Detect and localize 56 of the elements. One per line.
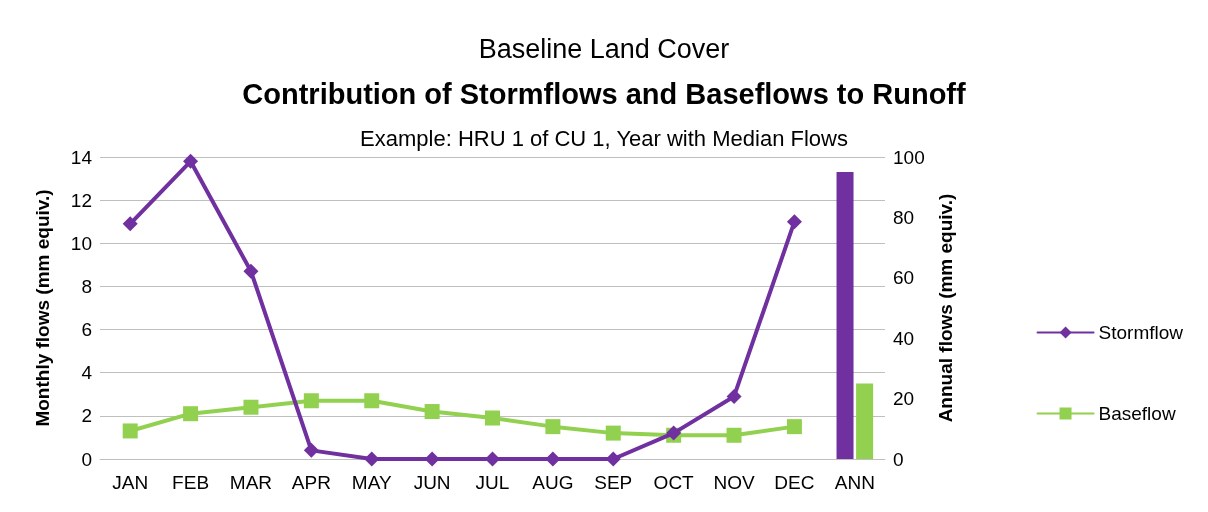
y2-tick-label: 80 — [893, 206, 915, 228]
point — [485, 451, 500, 467]
text: Baseline Land Cover — [478, 33, 730, 64]
point — [485, 410, 500, 426]
x-tick-label: MAR — [229, 472, 273, 493]
legend-label: Baseflow — [1098, 403, 1176, 424]
y2-axis-title: Annual flows (mm equiv.) — [934, 193, 956, 423]
y-axis-title: Monthly flows (mm equiv.) — [32, 189, 53, 427]
point — [122, 216, 138, 232]
x-tick-label: SEP — [594, 472, 633, 493]
legend-label: Stormflow — [1098, 322, 1184, 343]
y-tick-label: 6 — [81, 319, 92, 341]
point — [243, 399, 259, 415]
point — [364, 393, 380, 409]
point — [545, 419, 561, 435]
y2-tick-label: 20 — [893, 388, 915, 410]
point — [303, 442, 319, 458]
x-tick-label: OCT — [653, 472, 695, 493]
x-tick-label: ANN — [834, 472, 875, 493]
x-tick-label: NOV — [713, 472, 755, 493]
x-tick-label: FEB — [172, 472, 210, 493]
x-tick-label: JAN — [112, 472, 149, 493]
point — [726, 427, 742, 443]
y2-tick-label: 100 — [893, 146, 925, 168]
y-tick-label: 2 — [81, 405, 92, 427]
point — [243, 263, 259, 279]
y-tick-label: 10 — [70, 232, 92, 254]
x-tick-label: APR — [291, 472, 331, 493]
x-tick-label: MAY — [351, 472, 392, 493]
point — [424, 404, 440, 420]
y2-tick-label: 0 — [893, 448, 904, 470]
x-tick-label: JUL — [475, 472, 510, 493]
x-tick-label: AUG — [532, 472, 574, 493]
point — [786, 214, 802, 230]
chart-subtitle: Example: HRU 1 of CU 1, Year with Median Flows — [360, 125, 848, 151]
point — [303, 393, 319, 409]
point — [424, 451, 440, 467]
x-tick-label: JUN — [413, 472, 451, 493]
point — [122, 423, 138, 439]
point — [183, 153, 199, 169]
y-tick-label: 0 — [81, 448, 92, 470]
point — [605, 425, 621, 441]
x-tick-label: DEC — [774, 472, 815, 493]
point — [786, 419, 802, 435]
point — [183, 406, 199, 422]
y-tick-label: 4 — [81, 362, 93, 384]
y-tick-label: 12 — [70, 189, 92, 211]
y-tick-label: 8 — [81, 275, 92, 297]
y2-tick-label: 40 — [893, 327, 915, 349]
y2-tick-label: 60 — [893, 267, 915, 289]
point — [364, 451, 380, 467]
chart-title: Contribution of Stormflows and Baseflows to Runoff — [242, 77, 966, 110]
point — [545, 451, 561, 467]
point — [605, 451, 621, 467]
y-tick-label: 14 — [70, 146, 93, 168]
point — [726, 388, 742, 404]
